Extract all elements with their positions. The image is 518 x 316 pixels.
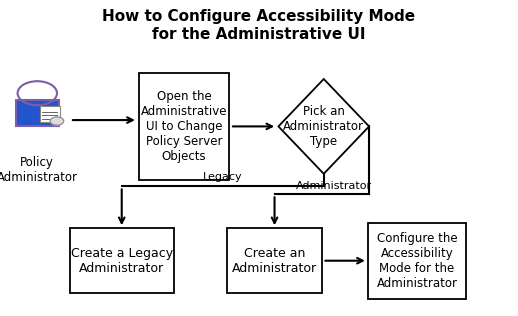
Text: Pick an
Administrator
Type: Pick an Administrator Type	[283, 105, 364, 148]
Text: How to Configure Accessibility Mode
for the Administrative UI: How to Configure Accessibility Mode for …	[103, 9, 415, 42]
Text: Create an
Administrator: Create an Administrator	[232, 247, 317, 275]
Text: Open the
Administrative
UI to Change
Policy Server
Objects: Open the Administrative UI to Change Pol…	[141, 90, 227, 163]
Circle shape	[50, 117, 64, 125]
Polygon shape	[279, 79, 369, 174]
Text: Policy
Administrator: Policy Administrator	[0, 156, 78, 185]
FancyBboxPatch shape	[227, 228, 322, 293]
Text: Administrator: Administrator	[296, 181, 372, 191]
Text: Legacy: Legacy	[203, 172, 242, 182]
FancyBboxPatch shape	[40, 106, 60, 122]
Circle shape	[19, 82, 56, 105]
FancyBboxPatch shape	[16, 100, 59, 126]
Text: Create a Legacy
Administrator: Create a Legacy Administrator	[70, 247, 173, 275]
Text: Configure the
Accessibility
Mode for the
Administrator: Configure the Accessibility Mode for the…	[377, 232, 457, 290]
FancyBboxPatch shape	[138, 73, 229, 180]
FancyBboxPatch shape	[368, 223, 466, 299]
FancyBboxPatch shape	[70, 228, 174, 293]
